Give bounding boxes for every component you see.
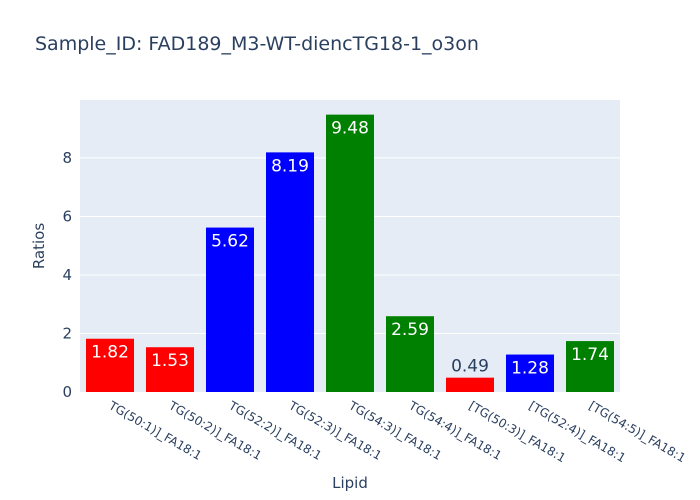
bar-value-label: 9.48 — [331, 119, 369, 139]
bar-value-label: 1.82 — [91, 343, 129, 363]
x-axis-ticks: TG(50:1)]_FA18:1TG(50:2)]_FA18:1TG(52:2)… — [106, 398, 688, 465]
x-tick-label: [TG(54:5)]_FA18:1 — [587, 398, 689, 465]
bar-value-label: 8.19 — [271, 156, 309, 176]
y-tick-label: 2 — [62, 324, 72, 342]
bar-value-label: 0.49 — [451, 357, 489, 377]
bar-value-label: 2.59 — [391, 320, 429, 340]
bar-value-label: 1.74 — [571, 345, 609, 365]
y-tick-label: 0 — [62, 383, 72, 401]
x-tick-label: [TG(52:4)]_FA18:1 — [527, 398, 629, 465]
bar-value-label: 5.62 — [211, 232, 249, 252]
x-tick-label: [TG(50:3)]_FA18:1 — [467, 398, 569, 465]
x-axis-title: Lipid — [332, 474, 368, 492]
bars: 1.82 1.53 5.62 8.19 9.48 2.59 0.49 1.28 1.74 — [86, 114, 614, 392]
bar — [146, 347, 194, 392]
bar — [326, 114, 374, 392]
y-tick-label: 6 — [62, 207, 72, 225]
bar — [506, 354, 554, 392]
bar-value-label: 1.28 — [511, 359, 549, 379]
chart-title: Sample_ID: FAD189_M3-WT-diencTG18-1_o3on — [35, 33, 479, 55]
bar — [266, 152, 314, 392]
bar — [206, 227, 254, 392]
y-axis-ticks: 0 2 4 6 8 — [62, 149, 72, 401]
bar — [86, 338, 134, 392]
y-tick-label: 4 — [62, 266, 72, 284]
y-axis-title: Ratios — [30, 223, 48, 270]
bar-value-label: 1.53 — [151, 351, 189, 371]
bar — [446, 377, 494, 392]
bar — [386, 316, 434, 392]
y-tick-label: 8 — [62, 149, 72, 167]
bar — [566, 341, 614, 392]
